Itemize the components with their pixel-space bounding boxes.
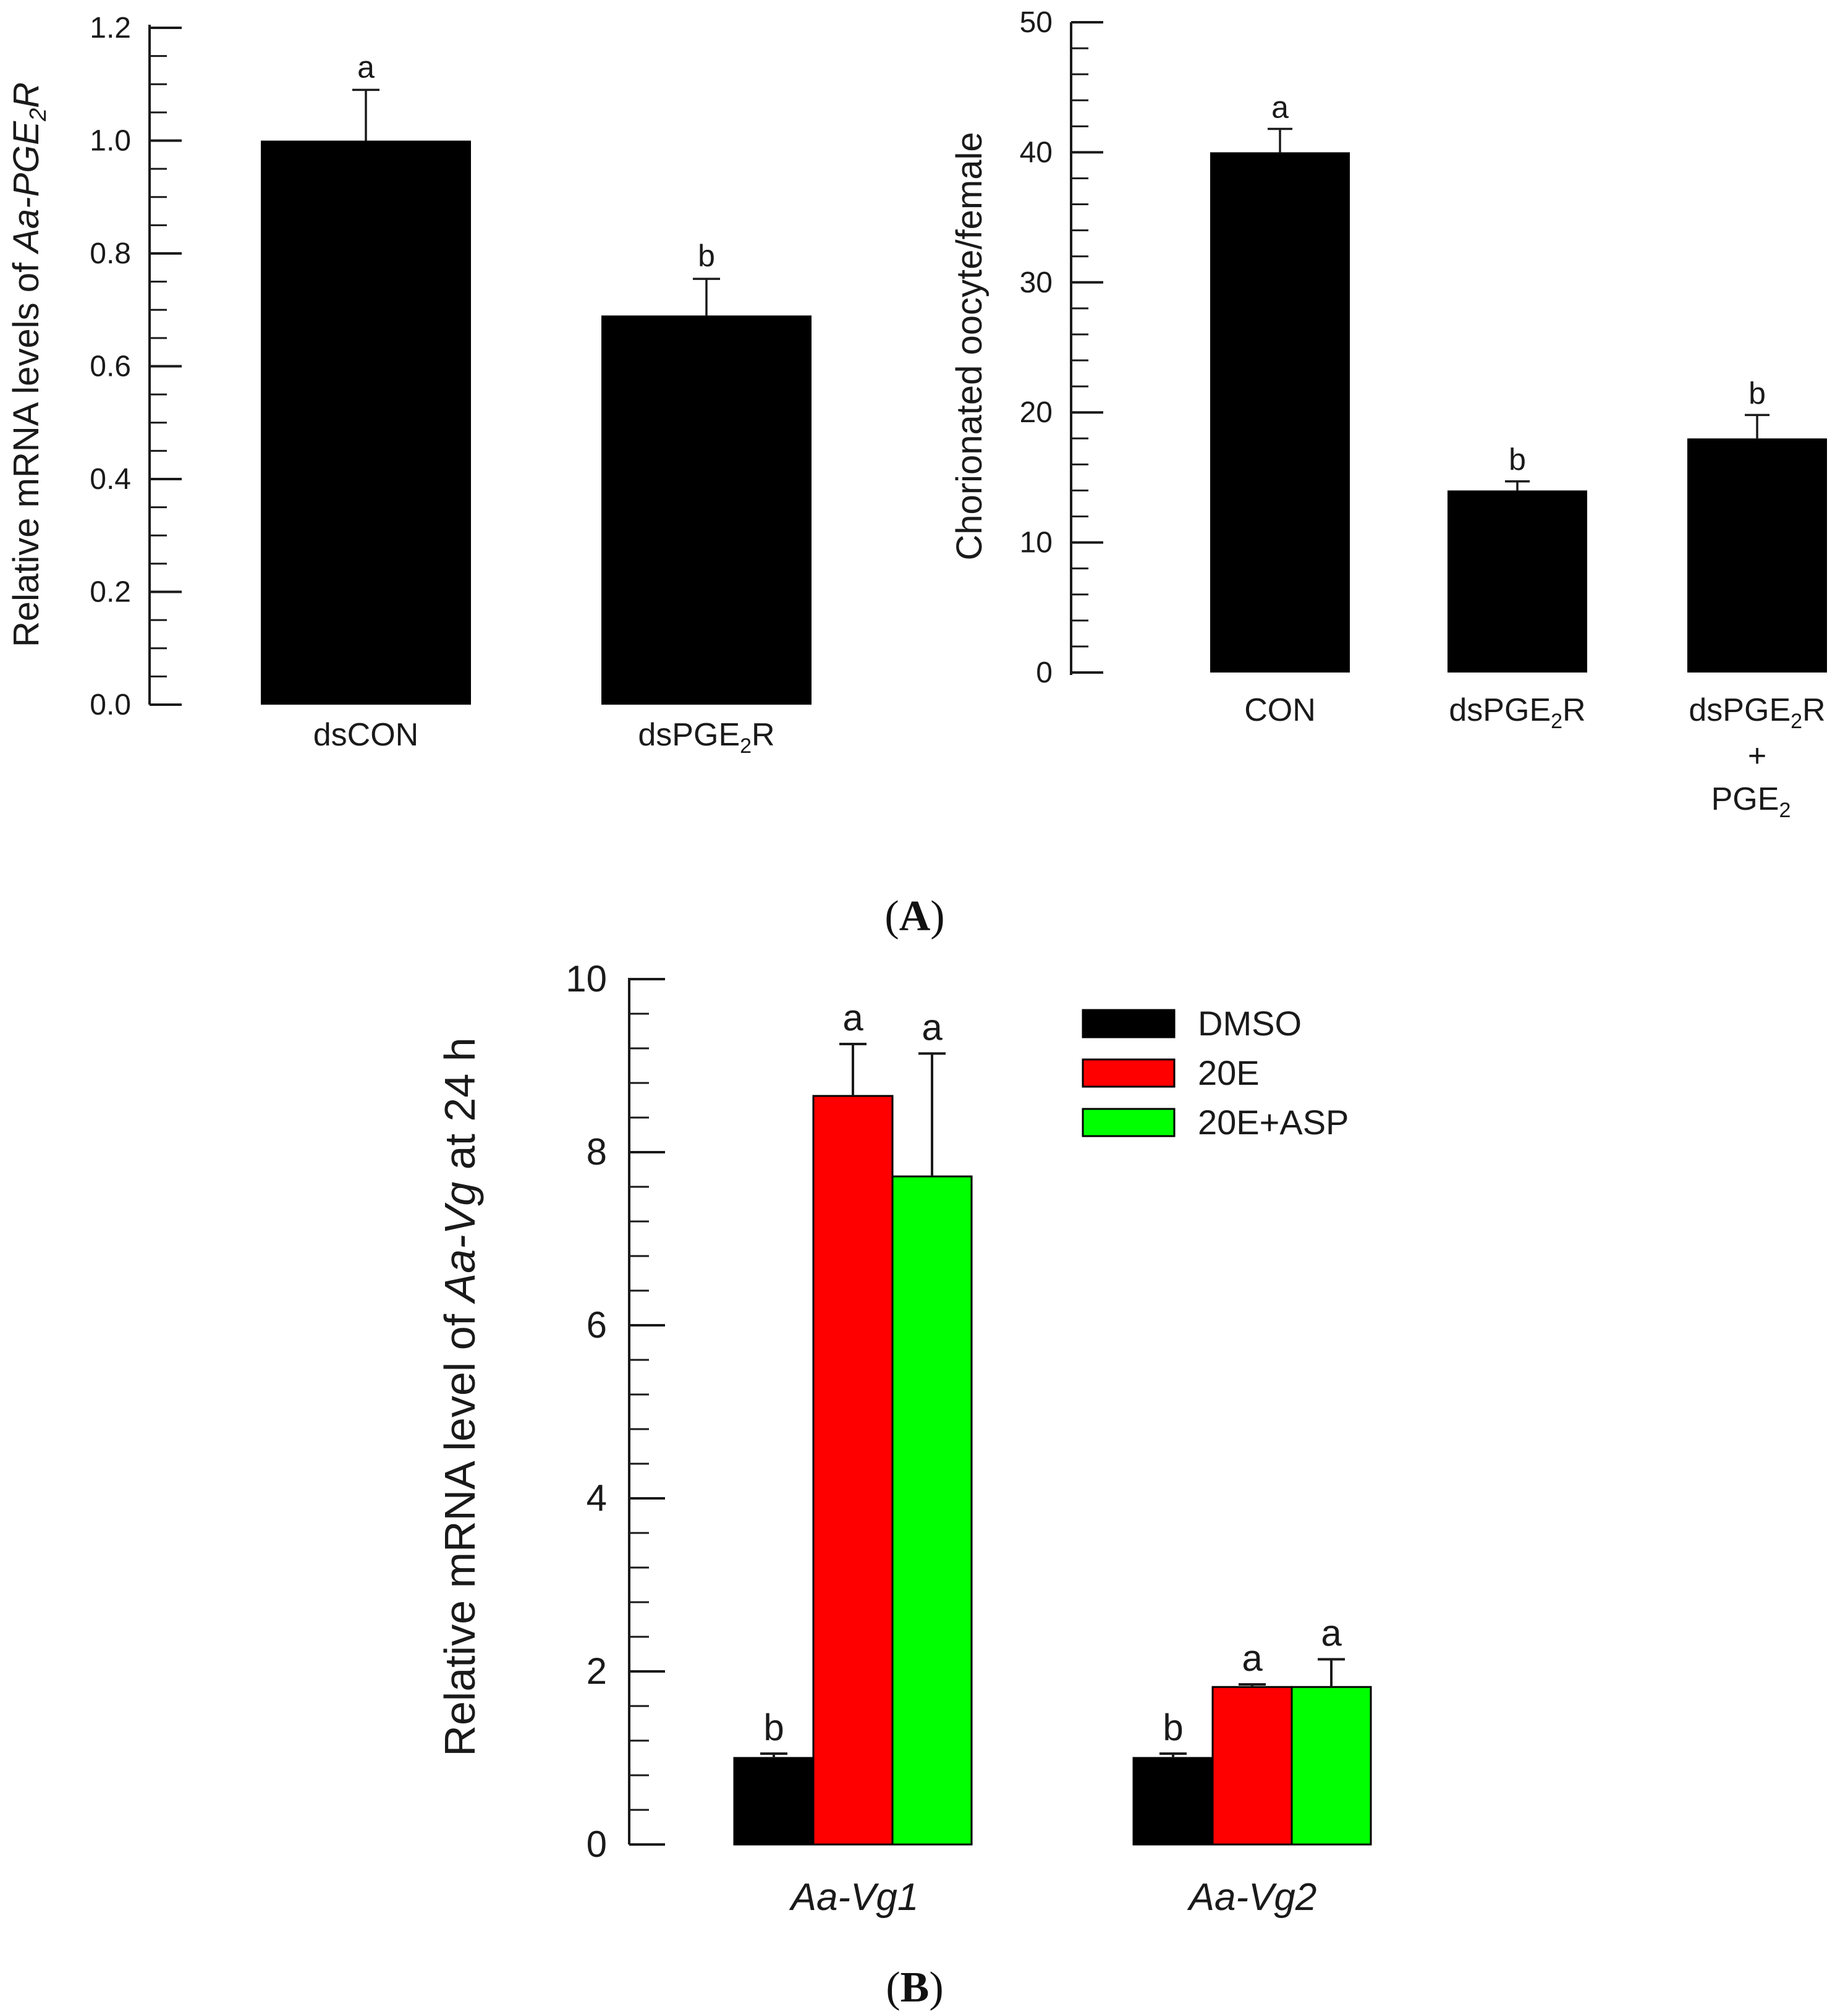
y-tick-label: 0.4 <box>90 463 131 496</box>
y-tick-label: 20 <box>1020 396 1053 429</box>
category-label-subscript: 2 <box>1551 710 1562 733</box>
y-tick-label: 0 <box>587 1823 607 1865</box>
panel-label-b: (B) <box>886 1964 943 2011</box>
y-tick-label: 1.2 <box>90 12 131 45</box>
bar <box>1687 438 1827 673</box>
significance-letter: a <box>1271 90 1289 125</box>
significance-letter: b <box>1748 376 1766 410</box>
significance-letter: a <box>357 49 375 84</box>
y-tick-label: 1.0 <box>90 125 131 158</box>
bar <box>601 315 812 705</box>
bar <box>261 140 471 705</box>
category-label: dsPGE2R <box>1449 692 1585 733</box>
bar <box>1447 490 1587 673</box>
y-tick-label: 0.6 <box>90 350 131 383</box>
category-label: Aa-Vg1 <box>789 1876 919 1919</box>
legend-label-dmso: DMSO <box>1198 1004 1302 1043</box>
bar-group: a b b <box>1210 90 1827 673</box>
y-tick-label: 0 <box>1036 656 1053 689</box>
category-labels: CON dsPGE2R dsPGE2R+PGE2 <box>1244 692 1825 822</box>
legend-label-20e: 20E <box>1198 1053 1260 1092</box>
chart-a-left: 0.00.20.40.60.81.01.2 ab dsCON dsPGE2R Re… <box>6 12 812 758</box>
category-label-text: dsCON <box>313 717 418 753</box>
category-label-suffix: R <box>1802 692 1826 728</box>
category-labels: Aa-Vg1 Aa-Vg2 <box>789 1876 1317 1919</box>
chart-b: 0 2 4 6 8 10 b a a b a a Aa-Vg1 Aa-Vg2 Relative mRN… <box>436 958 1372 1919</box>
category-label: dsCON <box>313 717 418 753</box>
category-label-suffix: R <box>1562 692 1586 728</box>
y-tick-label: 6 <box>587 1304 607 1346</box>
y-tick-label: 10 <box>1020 527 1053 559</box>
y-tick-label: 4 <box>587 1477 607 1519</box>
y-tick-label: 30 <box>1020 266 1053 299</box>
bar <box>1211 1686 1293 1846</box>
category-label-text: dsPGE <box>1449 692 1551 728</box>
y-tick-label: 8 <box>587 1131 607 1173</box>
category-label-line3: PGE2 <box>1711 781 1791 822</box>
y-axis-label: Relative mRNA levels of Aa-PGE2R <box>6 82 51 647</box>
bar <box>1132 1757 1214 1846</box>
category-label-subscript: 2 <box>740 734 752 758</box>
y-axis-label: Relative mRNA level of Aa-Vg at 24 h <box>436 1037 484 1756</box>
bar <box>1210 152 1350 673</box>
y-tick-label: 0.8 <box>90 237 131 270</box>
category-labels: dsCON dsPGE2R <box>313 717 775 758</box>
bar <box>891 1175 973 1846</box>
category-label-plus: + <box>1748 738 1766 774</box>
category-label-line3-text: PGE <box>1711 781 1779 817</box>
significance-letter: a <box>922 1006 943 1048</box>
significance-letter: b <box>1509 443 1526 477</box>
category-label-subscript: 2 <box>1791 710 1802 733</box>
bar-group: ab <box>261 49 812 705</box>
y-tick-label: 2 <box>587 1650 607 1692</box>
y-tick-label: 50 <box>1020 6 1053 39</box>
legend-swatch-20e-asp <box>1082 1108 1176 1137</box>
y-tick-label: 10 <box>566 958 607 1000</box>
significance-letter: a <box>1321 1612 1342 1653</box>
significance-letter: b <box>1163 1707 1183 1748</box>
y-axis-ticks: 0 2 4 6 8 10 <box>566 958 665 1865</box>
legend-label-20e-asp: 20E+ASP <box>1198 1103 1349 1142</box>
category-label-text: dsPGE <box>1689 692 1791 728</box>
category-label: CON <box>1244 692 1316 728</box>
bar <box>733 1757 815 1846</box>
panel-label-a: (A) <box>884 893 944 940</box>
category-label-line3-subscript: 2 <box>1779 799 1791 822</box>
category-label-suffix: R <box>752 717 775 753</box>
legend-swatch-20e <box>1082 1058 1176 1088</box>
y-tick-label: 0.0 <box>90 689 131 721</box>
category-label: Aa-Vg2 <box>1187 1876 1317 1919</box>
significance-letter: a <box>1242 1637 1263 1679</box>
y-axis-ticks: 0.0 0.2 0.4 0.6 0.8 1.0 1.2 <box>90 12 182 721</box>
significance-letter: a <box>842 997 863 1038</box>
y-axis-ticks: 0 10 20 30 40 50 <box>1020 6 1103 689</box>
significance-letter: b <box>763 1707 784 1748</box>
bar <box>812 1095 894 1846</box>
category-label-text: dsPGE <box>638 717 740 753</box>
y-axis-label: Chorionated oocyte/female <box>949 132 990 560</box>
category-label-text: CON <box>1244 692 1316 728</box>
legend: DMSO 20E 20E+ASP <box>1082 1004 1349 1142</box>
bar <box>1291 1686 1372 1846</box>
category-label: dsPGE2R <box>638 717 774 758</box>
significance-letter: b <box>698 239 715 273</box>
legend-swatch-dmso <box>1082 1009 1176 1038</box>
y-tick-label: 40 <box>1020 136 1053 169</box>
category-label: dsPGE2R <box>1689 692 1825 733</box>
y-tick-label: 0.2 <box>90 576 131 609</box>
bar-group: b a a b a a <box>733 997 1372 1846</box>
